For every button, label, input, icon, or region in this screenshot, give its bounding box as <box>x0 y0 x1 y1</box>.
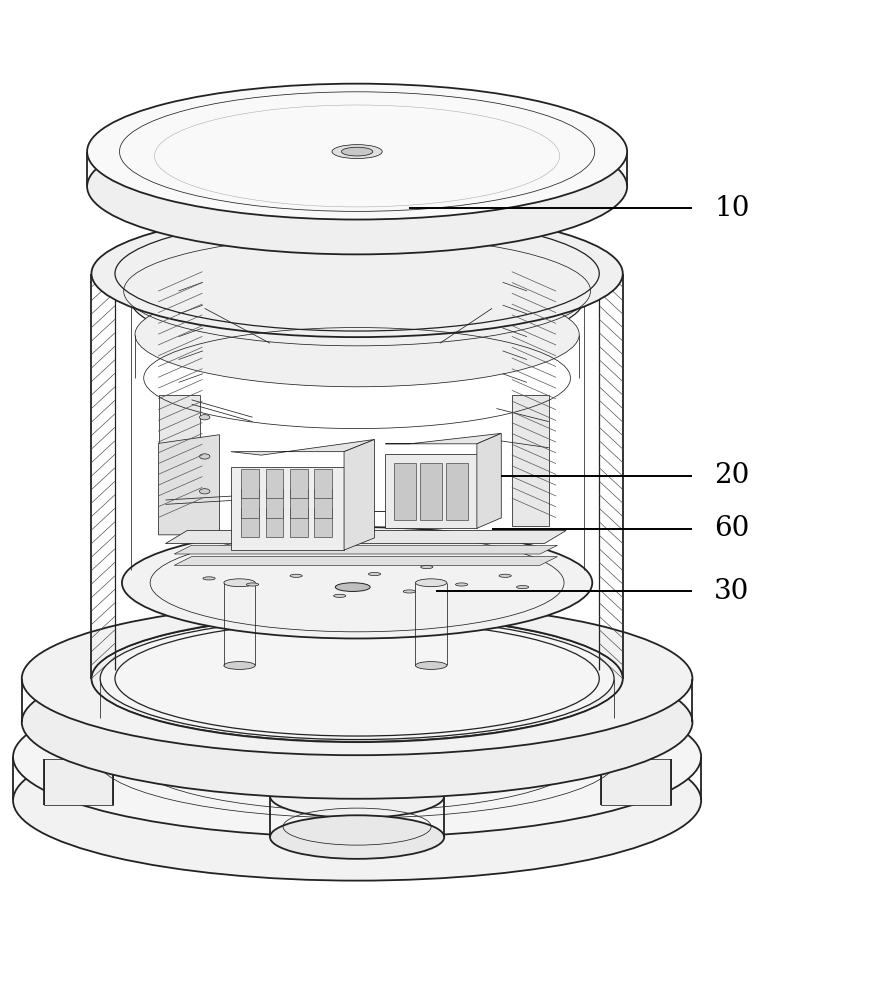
Ellipse shape <box>91 615 623 742</box>
Ellipse shape <box>270 815 444 859</box>
Ellipse shape <box>199 454 210 459</box>
Polygon shape <box>394 463 416 520</box>
Ellipse shape <box>135 282 579 387</box>
Polygon shape <box>601 759 671 805</box>
Ellipse shape <box>224 662 255 669</box>
Ellipse shape <box>131 247 584 353</box>
Ellipse shape <box>335 583 370 591</box>
Ellipse shape <box>456 583 468 586</box>
Polygon shape <box>44 759 113 805</box>
Ellipse shape <box>499 574 511 577</box>
Polygon shape <box>241 469 259 498</box>
Ellipse shape <box>270 774 444 818</box>
Polygon shape <box>512 395 549 526</box>
Ellipse shape <box>203 577 215 580</box>
Ellipse shape <box>341 147 373 156</box>
Polygon shape <box>266 489 283 518</box>
Polygon shape <box>344 439 375 550</box>
Ellipse shape <box>415 662 447 669</box>
Ellipse shape <box>334 594 346 597</box>
Polygon shape <box>174 545 557 554</box>
Ellipse shape <box>415 579 447 587</box>
Ellipse shape <box>100 618 614 740</box>
Polygon shape <box>290 489 307 518</box>
Ellipse shape <box>517 586 529 589</box>
Polygon shape <box>314 489 332 518</box>
Ellipse shape <box>403 590 415 593</box>
Ellipse shape <box>115 621 599 736</box>
Text: 20: 20 <box>714 462 750 489</box>
Ellipse shape <box>22 645 692 799</box>
Ellipse shape <box>199 415 210 420</box>
Ellipse shape <box>290 574 302 577</box>
Polygon shape <box>159 395 200 517</box>
Ellipse shape <box>368 572 381 576</box>
Polygon shape <box>159 435 219 535</box>
Ellipse shape <box>13 720 701 881</box>
Polygon shape <box>231 439 375 455</box>
Polygon shape <box>477 433 502 528</box>
Polygon shape <box>231 467 344 550</box>
Ellipse shape <box>421 565 433 569</box>
Polygon shape <box>266 469 283 498</box>
Ellipse shape <box>122 527 592 638</box>
Ellipse shape <box>22 602 692 755</box>
Text: 60: 60 <box>714 515 750 542</box>
Polygon shape <box>174 557 557 565</box>
Polygon shape <box>420 463 442 520</box>
Polygon shape <box>165 530 566 544</box>
Polygon shape <box>446 463 468 520</box>
Ellipse shape <box>224 579 255 587</box>
Polygon shape <box>290 508 307 537</box>
Polygon shape <box>385 454 477 528</box>
Polygon shape <box>385 433 502 444</box>
Polygon shape <box>314 508 332 537</box>
Polygon shape <box>266 508 283 537</box>
Text: 10: 10 <box>714 195 750 222</box>
Ellipse shape <box>87 84 627 220</box>
Ellipse shape <box>199 489 210 494</box>
Polygon shape <box>241 489 259 518</box>
Polygon shape <box>314 469 332 498</box>
Ellipse shape <box>246 583 259 586</box>
Polygon shape <box>241 508 259 537</box>
Ellipse shape <box>13 677 701 837</box>
Ellipse shape <box>87 119 627 254</box>
Ellipse shape <box>91 210 623 337</box>
Ellipse shape <box>332 145 382 159</box>
Text: 30: 30 <box>714 578 750 605</box>
Polygon shape <box>290 469 307 498</box>
